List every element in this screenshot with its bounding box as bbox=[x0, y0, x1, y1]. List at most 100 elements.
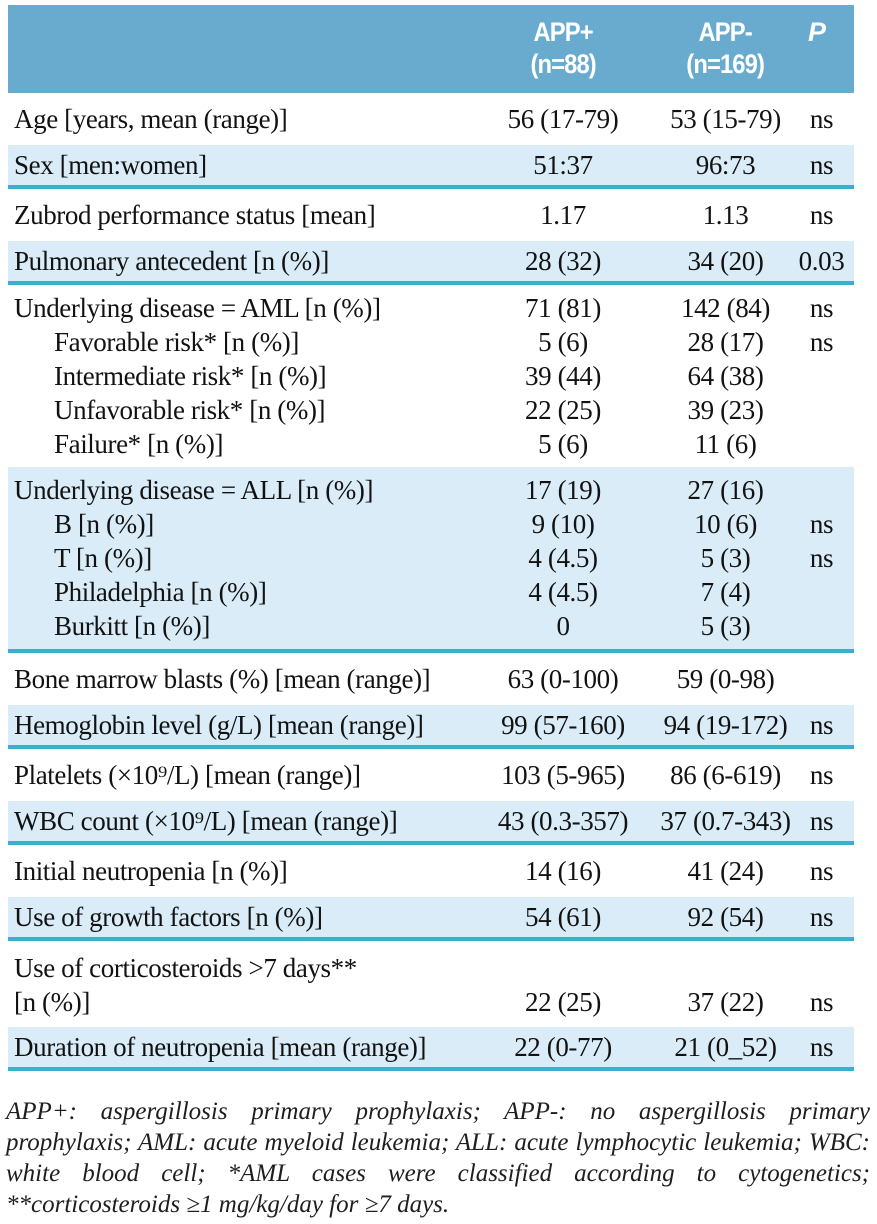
cell-app-minus: 21 (0_52) bbox=[674, 1032, 777, 1062]
cell-app-plus: 1.17 bbox=[540, 200, 586, 230]
cell-app-plus: 71 (81) bbox=[525, 293, 601, 323]
row-label: Pulmonary antecedent [n (%)] bbox=[14, 246, 329, 276]
column-header-app-minus: APP- (n=169) bbox=[658, 16, 793, 80]
cell-app-minus: 34 (20) bbox=[687, 246, 764, 276]
cell-app-plus: 5 (6) bbox=[538, 327, 588, 357]
cell-app-minus: 10 (6) bbox=[694, 509, 757, 539]
cell-app-plus: 56 (17-79) bbox=[507, 104, 619, 134]
row-label: B [n (%)] bbox=[54, 509, 154, 539]
cell-app-plus: 51:37 bbox=[533, 150, 593, 180]
cell-p-value: ns bbox=[809, 760, 834, 790]
cell-p-value: ns bbox=[809, 543, 834, 573]
cell-app-minus: 5 (3) bbox=[700, 543, 751, 573]
table-row: Failure* [n (%)] 5 (6) 11 (6) bbox=[8, 427, 854, 467]
column-header-p-value: P bbox=[807, 17, 826, 47]
cell-p-value: ns bbox=[809, 856, 834, 886]
table-row: Burkitt [n (%)] 0 5 (3) bbox=[8, 609, 854, 653]
cell-app-plus: 9 (10) bbox=[531, 509, 595, 539]
row-label: [n (%)] bbox=[14, 987, 90, 1017]
cell-app-minus: 37 (0.7-343) bbox=[660, 806, 791, 836]
cell-app-plus: 5 (6) bbox=[538, 429, 588, 459]
column-header-app-plus: APP+ (n=88) bbox=[468, 16, 658, 80]
app-plus-n: (n=88) bbox=[530, 49, 596, 79]
table-row: B [n (%)] 9 (10) 10 (6) ns bbox=[8, 507, 854, 541]
cell-app-minus: 7 (4) bbox=[700, 577, 751, 607]
cell-app-plus: 39 (44) bbox=[525, 361, 601, 391]
cell-app-minus: 96:73 bbox=[695, 150, 756, 180]
row-label: Intermediate risk* [n (%)] bbox=[54, 361, 327, 391]
cell-app-minus: 59 (0-98) bbox=[676, 664, 775, 694]
cell-p-value: ns bbox=[809, 902, 834, 932]
cell-p-value: ns bbox=[809, 710, 834, 740]
cell-app-minus: 64 (38) bbox=[687, 361, 764, 391]
table-row: Unfavorable risk* [n (%)] 22 (25) 39 (23) bbox=[8, 393, 854, 427]
cell-app-plus: 17 (19) bbox=[525, 475, 601, 505]
table-rows: Age [years, mean (range)] 56 (17-79) 53 (1… bbox=[8, 93, 854, 1071]
cell-app-minus: 11 (6) bbox=[694, 429, 757, 459]
table-row: [n (%)] 22 (25) 37 (22) ns bbox=[8, 985, 854, 1027]
cell-app-minus: 5 (3) bbox=[700, 611, 751, 641]
row-label: Underlying disease = AML [n (%)] bbox=[14, 293, 381, 323]
cell-app-minus: 92 (54) bbox=[687, 902, 764, 932]
row-label: Initial neutropenia [n (%)] bbox=[14, 856, 288, 886]
clinical-characteristics-table: APP+ (n=88) APP- (n=169) P Age [years, mea… bbox=[8, 5, 854, 1071]
table-header-row: APP+ (n=88) APP- (n=169) P bbox=[8, 5, 854, 93]
cell-app-minus: 37 (22) bbox=[687, 987, 764, 1017]
cell-app-minus: 1.13 bbox=[702, 200, 749, 230]
row-label: Duration of neutropenia [mean (range)] bbox=[14, 1032, 427, 1062]
cell-p-value: ns bbox=[809, 987, 834, 1017]
row-label: Platelets (×10⁹/L) [mean (range)] bbox=[14, 760, 361, 790]
table-row: Duration of neutropenia [mean (range)] 22… bbox=[8, 1027, 854, 1071]
cell-app-plus: 14 (16) bbox=[525, 856, 601, 886]
row-label: Burkitt [n (%)] bbox=[54, 611, 210, 641]
row-label: T [n (%)] bbox=[54, 543, 152, 573]
cell-p-value: ns bbox=[809, 509, 834, 539]
row-label: Favorable risk* [n (%)] bbox=[54, 327, 299, 357]
table-row: Pulmonary antecedent [n (%)] 28 (32) 34 (2… bbox=[8, 241, 854, 285]
row-label: Failure* [n (%)] bbox=[54, 429, 224, 459]
row-label: Philadelphia [n (%)] bbox=[54, 577, 267, 607]
cell-app-minus: 86 (6-619) bbox=[670, 760, 781, 790]
row-label: Unfavorable risk* [n (%)] bbox=[54, 395, 326, 425]
cell-app-minus: 94 (19-172) bbox=[663, 710, 788, 740]
row-label: Underlying disease = ALL [n (%)] bbox=[14, 475, 374, 505]
cell-app-plus: 28 (32) bbox=[525, 246, 601, 276]
app-plus-label: APP+ bbox=[533, 17, 593, 47]
table-row: Age [years, mean (range)] 56 (17-79) 53 (1… bbox=[8, 93, 854, 145]
cell-p-value: ns bbox=[809, 1032, 834, 1062]
cell-app-minus: 39 (23) bbox=[687, 395, 764, 425]
header-spacer bbox=[8, 16, 468, 80]
row-label: WBC count (×10⁹/L) [mean (range)] bbox=[14, 806, 398, 836]
table-row: Underlying disease = ALL [n (%)] 17 (19) 2… bbox=[8, 467, 854, 507]
table-row: Use of corticosteroids >7 days** bbox=[8, 941, 854, 985]
cell-p-value: ns bbox=[809, 104, 834, 134]
cell-app-plus: 4 (4.5) bbox=[528, 543, 598, 573]
table-row: WBC count (×10⁹/L) [mean (range)] 43 (0.3… bbox=[8, 801, 854, 845]
table-row: Zubrod performance status [mean] 1.17 1.13… bbox=[8, 189, 854, 241]
table-row: Sex [men:women] 51:37 96:73 ns bbox=[8, 145, 854, 189]
cell-app-plus: 4 (4.5) bbox=[528, 577, 598, 607]
table-row: Intermediate risk* [n (%)] 39 (44) 64 (38) bbox=[8, 359, 854, 393]
table-row: Platelets (×10⁹/L) [mean (range)] 103 (5-… bbox=[8, 749, 854, 801]
table-footnote: APP+: aspergillosis primary prophylaxis;… bbox=[6, 1098, 870, 1218]
cell-p-value: ns bbox=[809, 150, 834, 180]
cell-app-plus: 0 bbox=[556, 611, 570, 641]
cell-app-minus: 53 (15-79) bbox=[670, 104, 781, 134]
row-label: Sex [men:women] bbox=[14, 150, 207, 180]
row-label: Zubrod performance status [mean] bbox=[14, 200, 376, 230]
table-row: Hemoglobin level (g/L) [mean (range)] 99 … bbox=[8, 705, 854, 749]
table-row: Use of growth factors [n (%)] 54 (61) 92 (… bbox=[8, 897, 854, 941]
cell-app-plus: 99 (57-160) bbox=[501, 710, 625, 740]
cell-app-minus: 27 (16) bbox=[687, 475, 764, 505]
row-label: Use of corticosteroids >7 days** bbox=[14, 953, 357, 983]
cell-app-minus: 41 (24) bbox=[687, 856, 764, 886]
cell-app-minus: 142 (84) bbox=[680, 293, 771, 323]
table-row: Underlying disease = AML [n (%)] 71 (81) 1… bbox=[8, 285, 854, 325]
row-label: Hemoglobin level (g/L) [mean (range)] bbox=[14, 710, 424, 740]
cell-p-value: 0.03 bbox=[798, 246, 845, 276]
table-row: T [n (%)] 4 (4.5) 5 (3) ns bbox=[8, 541, 854, 575]
cell-app-plus: 22 (25) bbox=[525, 395, 601, 425]
row-label: Use of growth factors [n (%)] bbox=[14, 902, 323, 932]
cell-app-plus: 43 (0.3-357) bbox=[497, 806, 629, 836]
